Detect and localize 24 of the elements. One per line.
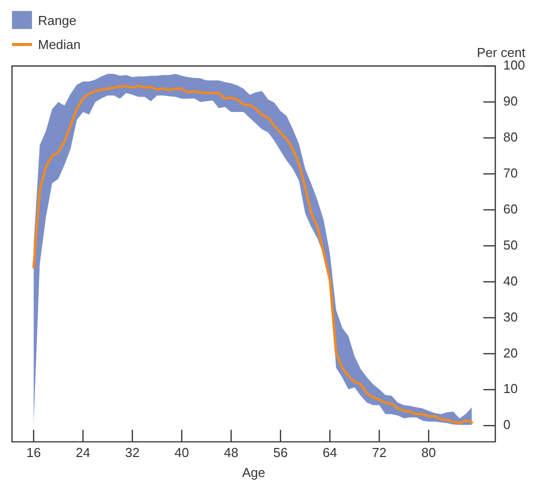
x-tick-label: 72: [372, 445, 386, 460]
y-tick-label: 40: [503, 273, 518, 288]
x-tick-label: 56: [273, 445, 288, 460]
y-tick-label: 70: [503, 165, 518, 180]
y-tick-label: 0: [503, 417, 511, 432]
y-tick-label: 80: [503, 130, 518, 144]
x-tick-label: 16: [26, 445, 41, 460]
x-tick-label: 48: [224, 445, 238, 460]
y-tick-label: 100: [503, 58, 526, 73]
y-tick-label: 90: [503, 94, 518, 109]
y-tick-label: 10: [503, 381, 518, 396]
y-tick-label: 50: [503, 237, 518, 252]
x-tick-label: 40: [174, 445, 189, 460]
legend-label: Median: [38, 36, 81, 52]
x-tick-label: 80: [421, 445, 436, 460]
y-tick-label: 20: [503, 345, 518, 360]
y-axis-title: Per cent: [476, 45, 526, 60]
text: Range: [38, 12, 76, 28]
y-tick-label: 30: [503, 309, 518, 324]
x-axis-title: Age: [242, 464, 266, 480]
x-tick-label: 64: [322, 445, 338, 460]
x-tick-label: 32: [125, 445, 140, 460]
x-tick-label: 24: [76, 445, 90, 460]
y-tick-label: 60: [503, 201, 518, 216]
